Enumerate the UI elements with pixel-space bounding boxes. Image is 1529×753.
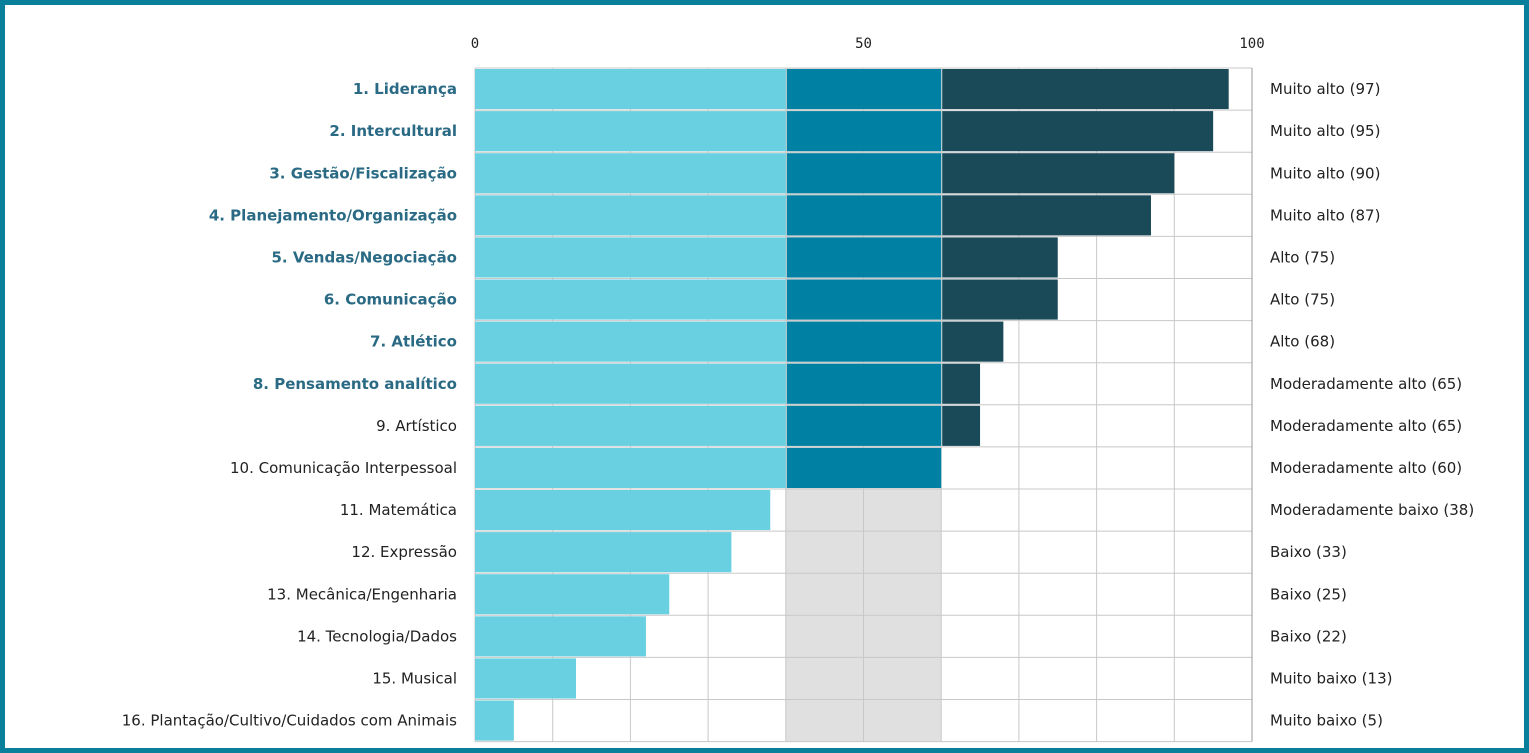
value-label: Moderadamente alto (60) — [1270, 459, 1462, 477]
bar-segment — [475, 69, 786, 110]
bar-segment — [475, 111, 786, 152]
bar-segment — [942, 363, 981, 404]
bar-segment — [942, 153, 1175, 194]
x-tick-label: 50 — [855, 36, 872, 52]
bar-segment — [786, 447, 942, 488]
value-label: Muito alto (95) — [1270, 122, 1380, 140]
value-label: Muito alto (97) — [1270, 80, 1380, 98]
category-label: 7. Atlético — [370, 333, 457, 351]
bar-segment — [786, 363, 942, 404]
value-label: Moderadamente baixo (38) — [1270, 501, 1474, 519]
value-label: Alto (68) — [1270, 333, 1335, 351]
category-label: 16. Plantação/Cultivo/Cuidados com Anima… — [122, 712, 457, 730]
bar-segment — [786, 405, 942, 446]
category-label: 3. Gestão/Fiscalização — [269, 164, 457, 182]
category-label: 14. Tecnologia/Dados — [297, 627, 457, 645]
bar-segment — [786, 195, 942, 236]
x-tick-label: 0 — [471, 36, 479, 52]
x-tick-label: 100 — [1239, 36, 1264, 52]
bar-segment — [475, 195, 786, 236]
category-label: 15. Musical — [372, 669, 457, 687]
bar-segment — [942, 237, 1058, 278]
bar-segment — [475, 321, 786, 362]
value-label: Moderadamente alto (65) — [1270, 375, 1462, 393]
category-label: 13. Mecânica/Engenharia — [267, 585, 457, 603]
bar-segment — [475, 153, 786, 194]
category-label: 8. Pensamento analítico — [253, 375, 457, 393]
bar-segment — [942, 69, 1229, 110]
value-label: Moderadamente alto (65) — [1270, 417, 1462, 435]
bar-segment — [786, 237, 942, 278]
category-label: 10. Comunicação Interpessoal — [230, 459, 457, 477]
category-label: 1. Liderança — [353, 80, 457, 98]
bar-segment — [786, 279, 942, 320]
category-label: 11. Matemática — [340, 501, 457, 519]
bar-segment — [942, 111, 1214, 152]
category-label: 12. Expressão — [351, 543, 457, 561]
bar-segment — [475, 363, 786, 404]
value-label: Alto (75) — [1270, 291, 1335, 309]
bar-segment — [475, 279, 786, 320]
value-label: Muito alto (87) — [1270, 206, 1380, 224]
bar-segment — [786, 321, 942, 362]
value-label: Baixo (33) — [1270, 543, 1347, 561]
bar-segment — [786, 153, 942, 194]
value-label: Muito baixo (13) — [1270, 669, 1392, 687]
bar-segment — [475, 405, 786, 446]
bar-segment — [475, 532, 732, 573]
bar-segment — [475, 447, 786, 488]
category-label: 2. Intercultural — [329, 122, 457, 140]
bar-segment — [475, 616, 646, 657]
bar-segment — [475, 490, 771, 531]
bar-segment — [786, 111, 942, 152]
bar-segment — [942, 405, 981, 446]
value-label: Muito baixo (5) — [1270, 712, 1383, 730]
value-label: Baixo (25) — [1270, 585, 1347, 603]
category-label: 6. Comunicação — [324, 291, 457, 309]
bar-segment — [475, 700, 514, 741]
category-label: 9. Artístico — [376, 417, 457, 435]
value-label: Alto (75) — [1270, 248, 1335, 266]
bar-segment — [475, 237, 786, 278]
bar-segment — [942, 321, 1004, 362]
category-label: 4. Planejamento/Organização — [209, 206, 457, 224]
value-label: Baixo (22) — [1270, 627, 1347, 645]
bar-segment — [942, 195, 1151, 236]
value-label: Muito alto (90) — [1270, 164, 1380, 182]
bar-segment — [475, 574, 670, 615]
category-label: 5. Vendas/Negociação — [271, 248, 457, 266]
bar-segment — [942, 279, 1058, 320]
bar-segment — [786, 69, 942, 110]
bar-segment — [475, 658, 577, 699]
